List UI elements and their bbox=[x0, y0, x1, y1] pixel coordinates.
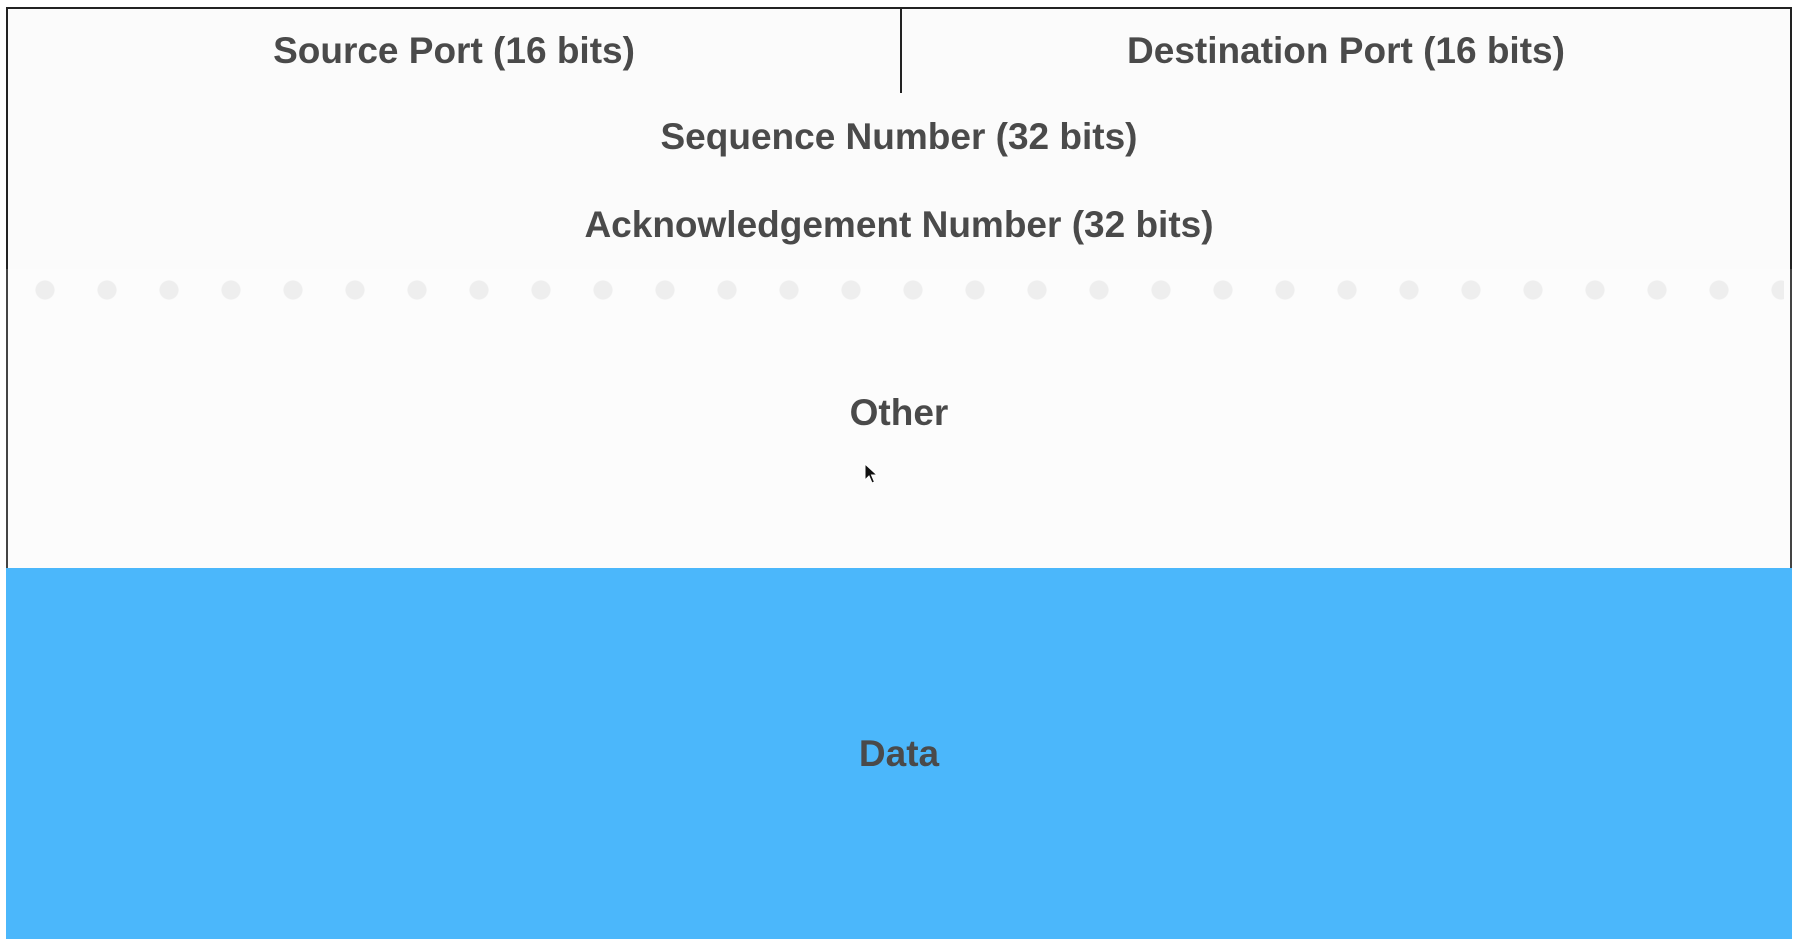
sequence-number-label: Sequence Number (32 bits) bbox=[660, 116, 1138, 157]
sequence-number-row: Sequence Number (32 bits) bbox=[6, 93, 1792, 183]
sequence-number-field: Sequence Number (32 bits) bbox=[8, 93, 1790, 181]
ports-row: Source Port (16 bits) Destination Port (… bbox=[6, 7, 1792, 95]
acknowledgement-number-field: Acknowledgement Number (32 bits) bbox=[8, 181, 1790, 269]
source-port-field: Source Port (16 bits) bbox=[8, 9, 902, 93]
acknowledgement-number-row: Acknowledgement Number (32 bits) bbox=[6, 181, 1792, 271]
source-port-label: Source Port (16 bits) bbox=[273, 30, 635, 71]
destination-port-label: Destination Port (16 bits) bbox=[1127, 30, 1565, 71]
destination-port-field: Destination Port (16 bits) bbox=[902, 9, 1790, 93]
other-field: Other bbox=[8, 269, 1790, 568]
data-field: Data bbox=[6, 568, 1792, 939]
acknowledgement-number-label: Acknowledgement Number (32 bits) bbox=[584, 204, 1214, 245]
data-row: Data bbox=[6, 568, 1792, 939]
other-row: Other bbox=[6, 269, 1792, 569]
other-label: Other bbox=[849, 391, 949, 433]
mouse-pointer-icon bbox=[864, 463, 878, 484]
tcp-segment-diagram: Source Port (16 bits) Destination Port (… bbox=[6, 7, 1792, 939]
data-label: Data bbox=[858, 732, 940, 774]
